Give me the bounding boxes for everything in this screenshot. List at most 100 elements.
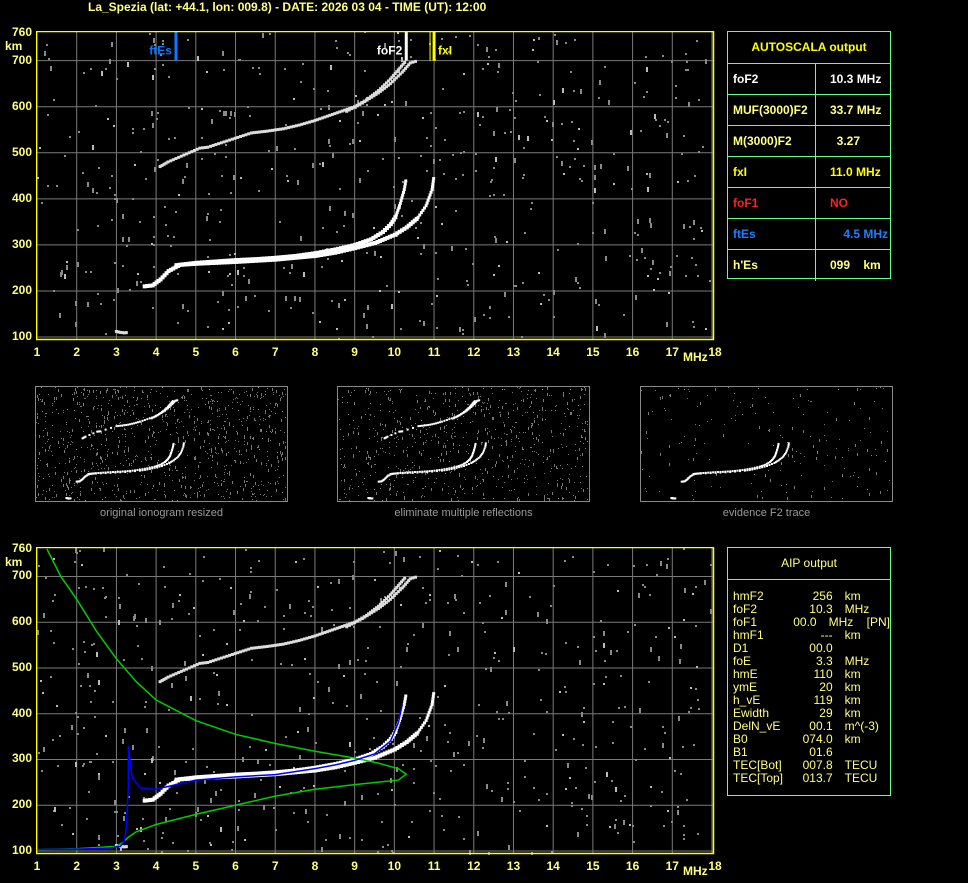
noise-speck: [194, 438, 195, 441]
noise-speck: [225, 407, 226, 410]
noise-speck: [419, 717, 421, 719]
noise-speck: [243, 488, 244, 491]
noise-speck: [226, 414, 227, 415]
noise-speck: [150, 392, 151, 393]
noise-speck: [781, 462, 782, 465]
noise-speck: [492, 446, 493, 449]
noise-speck: [779, 425, 780, 426]
noise-speck: [605, 256, 607, 261]
trace-point: [214, 143, 218, 147]
noise-speck: [91, 468, 92, 469]
noise-speck: [546, 711, 548, 713]
noise-speck: [623, 820, 625, 825]
trace-point: [471, 453, 474, 456]
trace-point: [391, 472, 394, 475]
noise-speck: [263, 420, 264, 421]
noise-speck: [124, 405, 125, 406]
noise-speck: [283, 628, 285, 630]
trace-point: [129, 470, 132, 473]
trace-point: [336, 764, 341, 769]
noise-speck: [128, 796, 130, 798]
noise-speck: [145, 178, 147, 180]
trace-point: [190, 665, 194, 669]
aip-param: B1: [733, 745, 748, 759]
noise-speck: [220, 209, 222, 211]
noise-speck: [525, 412, 526, 413]
noise-speck: [293, 98, 295, 100]
noise-speck: [265, 410, 266, 413]
noise-speck: [683, 135, 685, 137]
noise-speck: [343, 675, 345, 677]
noise-speck: [435, 412, 436, 415]
trace-point: [171, 447, 174, 450]
noise-speck: [429, 406, 430, 407]
noise-speck: [546, 120, 548, 122]
noise-speck: [581, 488, 582, 489]
noise-speck: [542, 407, 543, 410]
noise-speck: [251, 488, 252, 489]
trace-point: [114, 471, 117, 474]
noise-speck: [477, 112, 479, 117]
noise-speck: [646, 173, 648, 175]
noise-speck: [71, 725, 73, 730]
noise-speck: [191, 487, 192, 488]
noise-speck: [752, 398, 753, 399]
noise-speck: [270, 440, 271, 441]
noise-speck: [59, 447, 60, 448]
noise-speck: [58, 441, 59, 444]
noise-speck: [381, 484, 382, 485]
noise-speck: [798, 407, 799, 408]
trace-point: [401, 193, 405, 197]
noise-speck: [90, 271, 92, 273]
noise-speck: [687, 180, 689, 182]
noise-speck: [513, 801, 515, 803]
noise-speck: [71, 487, 72, 488]
trace-point: [467, 463, 470, 465]
trace-point: [419, 725, 423, 729]
noise-speck: [462, 329, 464, 331]
noise-speck: [880, 387, 881, 388]
trace-point: [393, 730, 398, 735]
noise-speck: [453, 443, 454, 446]
noise-speck: [595, 650, 597, 652]
noise-speck: [216, 674, 218, 676]
noise-speck: [237, 402, 238, 403]
x-tick-label: 8: [311, 859, 319, 873]
noise-speck: [153, 244, 155, 246]
noise-speck: [112, 761, 114, 763]
noise-speck: [580, 409, 581, 410]
noise-speck: [108, 411, 109, 412]
noise-speck: [102, 415, 103, 416]
autoscala-row: h'Es 099 km: [728, 250, 890, 281]
trace-point: [384, 85, 388, 89]
trace-point: [472, 401, 475, 404]
plot-frame: [36, 31, 715, 341]
trace-point: [276, 643, 280, 647]
noise-speck: [226, 704, 228, 706]
noise-speck: [223, 481, 224, 482]
noise-speck: [586, 824, 588, 826]
noise-speck: [518, 135, 520, 140]
noise-speck: [50, 630, 52, 632]
noise-speck: [443, 173, 445, 175]
autoscala-value: 3.27: [830, 134, 861, 148]
trace-point: [394, 592, 398, 596]
noise-speck: [173, 407, 174, 408]
noise-speck: [120, 499, 121, 501]
noise-speck: [285, 446, 286, 449]
noise-speck: [481, 409, 482, 412]
noise-speck: [200, 819, 202, 821]
noise-speck: [223, 425, 224, 426]
noise-speck: [457, 555, 459, 557]
noise-speck: [81, 564, 83, 566]
noise-speck: [662, 743, 664, 748]
noise-speck: [96, 390, 97, 391]
trace-point: [386, 475, 389, 478]
noise-speck: [585, 767, 587, 769]
noise-speck: [478, 704, 480, 706]
noise-speck: [120, 846, 122, 851]
noise-speck: [243, 620, 245, 622]
noise-speck: [185, 467, 186, 468]
noise-speck: [385, 424, 386, 427]
trace-point: [180, 449, 183, 452]
